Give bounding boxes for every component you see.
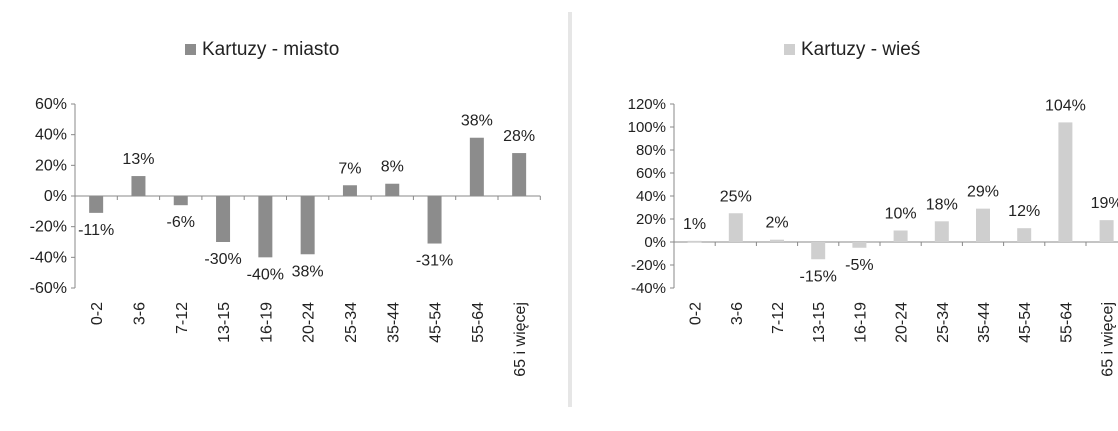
bar-0-2 bbox=[89, 196, 104, 213]
bar-3-6 bbox=[728, 213, 743, 242]
x-tick-label: 65 i więcej bbox=[512, 302, 529, 377]
data-label: -31% bbox=[416, 253, 453, 270]
legend-swatch bbox=[784, 44, 795, 55]
data-label: -40% bbox=[247, 266, 284, 283]
y-tick-label: 20% bbox=[35, 157, 67, 174]
x-tick-label: 3-6 bbox=[729, 302, 746, 325]
legend-swatch bbox=[185, 44, 196, 55]
x-tick-label: 7-12 bbox=[174, 302, 191, 334]
data-label: 7% bbox=[338, 160, 361, 177]
y-tick-label: -40% bbox=[631, 280, 666, 297]
y-tick-label: 80% bbox=[636, 142, 666, 159]
x-tick-label: 0-2 bbox=[688, 302, 705, 325]
y-tick-label: -20% bbox=[30, 219, 67, 236]
bar-65-i-więcej bbox=[512, 153, 527, 196]
bar-16-19 bbox=[852, 242, 867, 248]
x-tick-label: 45-54 bbox=[428, 302, 445, 343]
y-tick-label: 20% bbox=[636, 211, 666, 228]
legend-label: Kartuzy - wieś bbox=[801, 39, 920, 60]
y-tick-label: 60% bbox=[636, 165, 666, 182]
x-tick-label: 55-64 bbox=[470, 302, 487, 343]
bar-25-34 bbox=[934, 221, 949, 242]
y-tick-label: 0% bbox=[644, 234, 666, 251]
x-tick-label: 3-6 bbox=[131, 302, 148, 325]
x-tick-label: 35-44 bbox=[385, 302, 402, 343]
legend-label: Kartuzy - miasto bbox=[202, 39, 339, 60]
x-tick-label: 0-2 bbox=[89, 302, 106, 325]
data-label: 1% bbox=[683, 216, 706, 233]
x-tick-label: 13-15 bbox=[811, 302, 828, 343]
bar-65-i-więcej bbox=[1099, 220, 1114, 242]
data-label: 25% bbox=[720, 188, 752, 205]
x-tick-label: 25-34 bbox=[343, 302, 360, 343]
y-tick-label: -60% bbox=[30, 280, 67, 297]
bar-25-34 bbox=[342, 185, 357, 196]
bar-45-54 bbox=[1017, 228, 1032, 242]
y-tick-label: -20% bbox=[631, 257, 666, 274]
bar-0-2 bbox=[687, 240, 702, 243]
data-label: 18% bbox=[926, 196, 958, 213]
bar-20-24 bbox=[893, 230, 908, 242]
bar-16-19 bbox=[258, 196, 273, 258]
bar-35-44 bbox=[385, 183, 400, 196]
bar-55-64 bbox=[469, 137, 484, 196]
x-tick-label: 65 i więcej bbox=[1100, 302, 1117, 377]
y-tick-label: 40% bbox=[35, 127, 67, 144]
data-label: -6% bbox=[167, 214, 195, 231]
x-tick-label: 55-64 bbox=[1058, 302, 1075, 343]
y-tick-label: 60% bbox=[35, 96, 67, 113]
data-label: 12% bbox=[1008, 203, 1040, 220]
data-label: -11% bbox=[78, 222, 114, 239]
chart-kartuzy-wies: Kartuzy - wieś 120% 100% 80% 60% 40% 20% 0% -20%… bbox=[628, 39, 1118, 377]
x-tick-label: 25-34 bbox=[935, 302, 952, 343]
chart-kartuzy-miasto: Kartuzy - miasto 60% 40% 20% 0% -20% -40% -60% 0… bbox=[30, 39, 541, 377]
data-label: 38% bbox=[461, 113, 493, 130]
bar-35-44 bbox=[976, 208, 990, 242]
bar-7-12 bbox=[173, 196, 188, 206]
bar-3-6 bbox=[131, 176, 146, 196]
data-label: 28% bbox=[503, 128, 535, 145]
x-tick-label: 16-19 bbox=[258, 302, 275, 343]
x-tick-label: 35-44 bbox=[976, 302, 993, 343]
data-label: -5% bbox=[845, 257, 873, 274]
data-label: 10% bbox=[885, 206, 917, 223]
x-tick-label: 20-24 bbox=[894, 302, 911, 343]
data-label: 19% bbox=[1091, 195, 1118, 212]
bar-13-15 bbox=[216, 196, 231, 242]
bar-45-54 bbox=[427, 196, 442, 244]
y-tick-label: 100% bbox=[628, 119, 666, 136]
y-tick-label: 0% bbox=[44, 188, 67, 205]
x-tick-label: 7-12 bbox=[770, 302, 787, 334]
bar-13-15 bbox=[811, 242, 826, 260]
y-tick-label: -40% bbox=[30, 249, 67, 266]
x-tick-label: 16-19 bbox=[852, 302, 869, 343]
y-tick-label: 40% bbox=[636, 188, 666, 205]
data-label: -30% bbox=[204, 251, 241, 268]
bar-55-64 bbox=[1058, 122, 1073, 242]
data-label: 38% bbox=[292, 263, 324, 280]
y-tick-label: 120% bbox=[628, 96, 666, 113]
bar-7-12 bbox=[770, 239, 784, 242]
x-tick-label: 45-54 bbox=[1017, 302, 1034, 343]
x-tick-label: 13-15 bbox=[216, 302, 233, 343]
data-label: 104% bbox=[1045, 97, 1086, 114]
data-label: 8% bbox=[381, 159, 404, 176]
data-label: 2% bbox=[765, 215, 788, 232]
bar-20-24 bbox=[300, 196, 315, 255]
panel-divider bbox=[568, 12, 572, 407]
data-label: -15% bbox=[800, 268, 837, 285]
data-label: 29% bbox=[967, 184, 999, 201]
data-label: 13% bbox=[122, 151, 154, 168]
x-tick-label: 20-24 bbox=[301, 302, 318, 343]
